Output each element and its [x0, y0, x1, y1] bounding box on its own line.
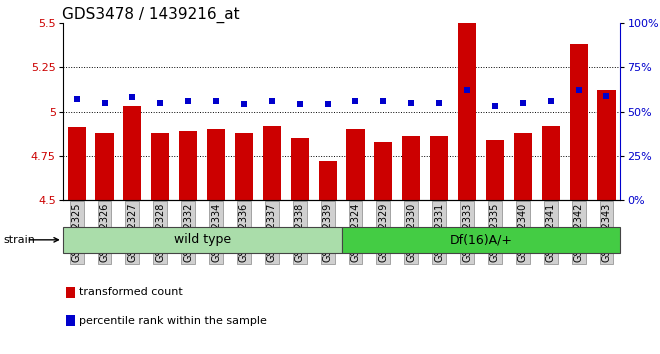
Point	[406, 100, 416, 105]
Bar	[151, 133, 170, 200]
Bar	[96, 133, 114, 200]
Text: percentile rank within the sample: percentile rank within the sample	[79, 316, 267, 326]
Text: Df(16)A/+: Df(16)A/+	[449, 233, 512, 246]
Bar	[342, 227, 620, 253]
Bar	[346, 129, 364, 200]
Bar	[542, 126, 560, 200]
Bar	[63, 227, 342, 253]
Point	[239, 102, 249, 107]
Bar	[402, 136, 420, 200]
Bar	[290, 138, 309, 200]
Point	[127, 95, 138, 100]
Bar	[123, 106, 141, 200]
Point	[155, 100, 166, 105]
Point	[211, 98, 221, 104]
Bar	[374, 142, 393, 200]
Bar	[430, 136, 448, 200]
Bar	[179, 131, 197, 200]
Point	[183, 98, 193, 104]
Point	[601, 93, 612, 98]
Point	[434, 100, 444, 105]
Point	[322, 102, 333, 107]
Bar	[597, 90, 616, 200]
Point	[574, 87, 584, 93]
Point	[99, 100, 110, 105]
Point	[71, 96, 82, 102]
Bar	[458, 23, 476, 200]
Text: strain: strain	[3, 235, 35, 245]
Bar	[235, 133, 253, 200]
Bar	[513, 133, 532, 200]
Point	[462, 87, 473, 93]
Bar	[67, 127, 86, 200]
Text: wild type: wild type	[174, 233, 231, 246]
Point	[294, 102, 305, 107]
Bar	[319, 161, 337, 200]
Bar	[263, 126, 281, 200]
Bar	[570, 44, 587, 200]
Bar	[486, 140, 504, 200]
Text: transformed count: transformed count	[79, 287, 182, 297]
Bar	[207, 129, 225, 200]
Point	[267, 98, 277, 104]
Point	[490, 103, 500, 109]
Point	[545, 98, 556, 104]
Text: GDS3478 / 1439216_at: GDS3478 / 1439216_at	[61, 7, 239, 23]
Point	[378, 98, 389, 104]
Point	[517, 100, 528, 105]
Point	[350, 98, 361, 104]
